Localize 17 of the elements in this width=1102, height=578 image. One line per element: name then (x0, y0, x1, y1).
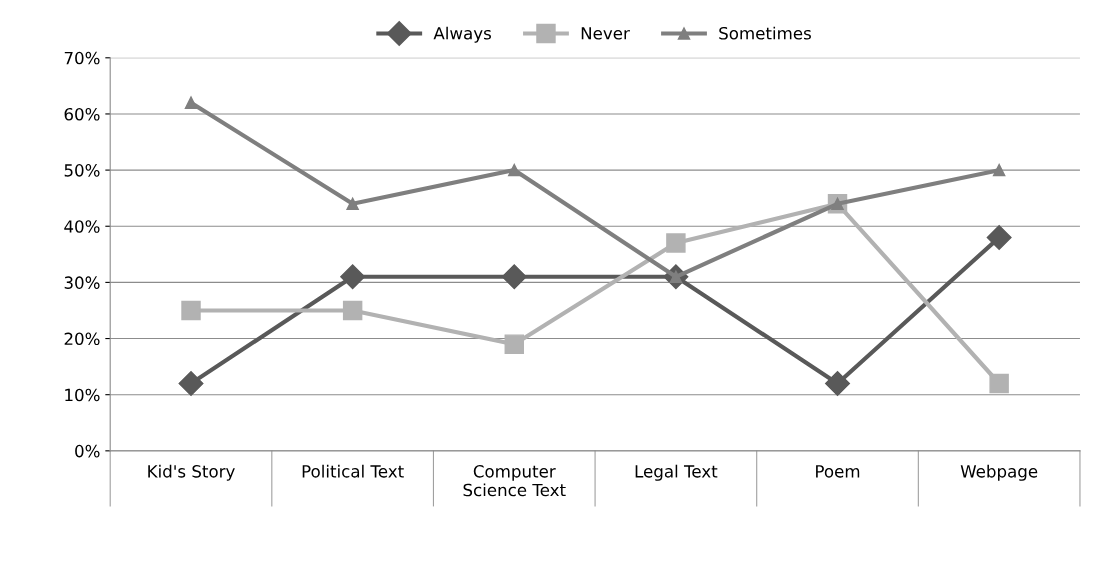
x-tick-label: Kid's Story (148, 464, 235, 481)
legend-label: Always (433, 26, 491, 43)
x-tick-label: Poem (816, 465, 860, 478)
y-tick-label: 30% (64, 276, 100, 289)
y-tick-label: 70% (64, 51, 100, 65)
legend-label: Never (581, 27, 630, 40)
y-tick-label: 10% (65, 388, 100, 402)
y-tick-label: 60% (64, 107, 100, 121)
x-tick-label: Legal Text (635, 464, 718, 481)
y-tick-label: 40% (64, 220, 100, 233)
y-tick-label: 0% (75, 444, 100, 458)
legend-label: Sometimes (719, 26, 811, 40)
y-tick-label: 20% (64, 332, 100, 346)
y-tick-label: 50% (64, 164, 100, 177)
x-tick-label: Webpage (960, 464, 1038, 481)
x-tick-label: Political Text (302, 464, 404, 478)
x-tick-label: Computer Science Text (463, 465, 566, 497)
